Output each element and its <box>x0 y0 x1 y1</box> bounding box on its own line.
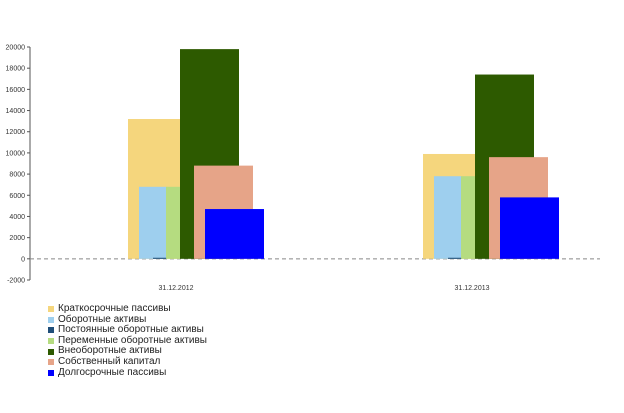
category-label: 31.12.2012 <box>158 285 193 292</box>
y-tick-label: 4000 <box>9 214 25 221</box>
legend-label: Переменные оборотные активы <box>58 334 207 346</box>
legend-label: Постоянные оборотные активы <box>58 324 204 336</box>
y-tick-label: 12000 <box>6 129 26 136</box>
y-tick-label: 2000 <box>9 235 25 242</box>
legend-item: Переменные оборотные активы <box>48 334 207 347</box>
bar-series-3-cat-1 <box>153 257 167 259</box>
legend-swatch <box>48 316 54 323</box>
bar-series-7-cat-2 <box>500 197 559 259</box>
legend-item: Долгосрочные пассивы <box>48 366 207 379</box>
legend-item: Внеоборотные активы <box>48 346 207 357</box>
legend-label: Собственный капитал <box>58 355 161 367</box>
legend-label: Краткосрочные пассивы <box>58 303 171 314</box>
y-tick-label: 6000 <box>9 193 25 200</box>
category-label: 31.12.2013 <box>454 285 489 292</box>
bar-series-2-cat-2 <box>434 176 462 259</box>
legend: Краткосрочные пассивы Оборотные активы Пос… <box>48 303 207 379</box>
legend-swatch <box>48 359 54 366</box>
y-tick-label: 8000 <box>9 172 25 179</box>
legend-label: Внеоборотные активы <box>58 345 162 357</box>
bar-series-4-cat-2 <box>461 176 475 259</box>
bar-series-3-cat-2 <box>448 257 462 259</box>
legend-item: Постоянные оборотные активы <box>48 325 207 336</box>
legend-swatch <box>48 338 54 345</box>
legend-label: Оборотные активы <box>58 313 147 325</box>
y-tick-label: 20000 <box>6 45 26 52</box>
y-tick-label: 16000 <box>6 87 26 94</box>
legend-item: Собственный капитал <box>48 355 207 368</box>
legend-item: Оборотные активы <box>48 313 207 326</box>
y-tick-label: 18000 <box>6 66 26 73</box>
y-tick-label: 0 <box>21 256 25 263</box>
legend-item: Краткосрочные пассивы <box>48 303 207 315</box>
y-tick-label: -2000 <box>7 278 25 285</box>
y-axis: -2000 0 2000 4000 6000 8000 10000 12000 14000 160… <box>6 45 31 285</box>
legend-label: Долгосрочные пассивы <box>58 366 167 378</box>
bar-series-4-cat-1 <box>166 186 180 259</box>
legend-swatch <box>48 369 54 376</box>
bars <box>128 49 559 259</box>
legend-swatch <box>48 306 54 313</box>
category-labels: 31.12.2012 31.12.2013 <box>158 285 489 292</box>
legend-swatch <box>48 327 54 334</box>
y-tick-label: 10000 <box>6 150 26 157</box>
legend-swatch <box>48 348 54 355</box>
bar-series-2-cat-1 <box>139 186 167 259</box>
bar-series-7-cat-1 <box>205 209 264 259</box>
chart-svg: -2000 0 2000 4000 6000 8000 10000 12000 14000 160… <box>6 45 600 292</box>
y-tick-label: 14000 <box>6 108 26 115</box>
